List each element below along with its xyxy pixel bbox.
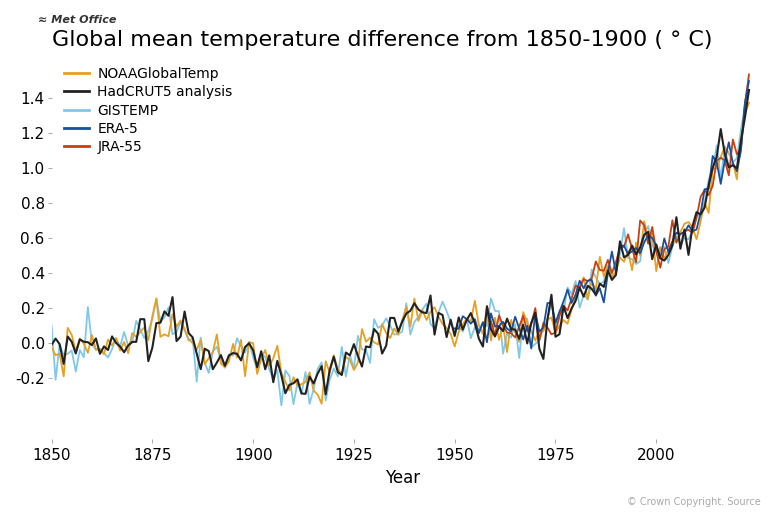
JRA-55	[744, 71, 753, 77]
Legend: NOAAGlobalTemp, HadCRUT5 analysis, GISTEMP, ERA-5, JRA-55: NOAAGlobalTemp, HadCRUT5 analysis, GISTE…	[58, 61, 238, 159]
NOAAGlobalTemp	[317, 400, 326, 407]
JRA-55	[507, 330, 516, 336]
Text: ≈ Met Office: ≈ Met Office	[38, 15, 117, 26]
HadCRUT5 analysis	[321, 391, 330, 397]
NOAAGlobalTemp	[55, 351, 65, 357]
HadCRUT5 analysis	[75, 336, 84, 343]
NOAAGlobalTemp	[744, 100, 753, 106]
GISTEMP	[55, 341, 65, 347]
NOAAGlobalTemp	[511, 329, 520, 335]
GISTEMP	[511, 321, 520, 327]
ERA-5	[507, 329, 516, 335]
HadCRUT5 analysis	[567, 305, 576, 311]
HadCRUT5 analysis	[55, 341, 65, 347]
NOAAGlobalTemp	[75, 335, 84, 342]
NOAAGlobalTemp	[47, 345, 56, 351]
GISTEMP	[744, 88, 753, 94]
HadCRUT5 analysis	[744, 87, 753, 93]
GISTEMP	[276, 402, 286, 409]
HadCRUT5 analysis	[47, 342, 56, 348]
Text: Global mean temperature difference from 1850-1900 ( ° C): Global mean temperature difference from …	[51, 30, 712, 50]
Line: JRA-55: JRA-55	[487, 74, 749, 340]
Text: © Crown Copyright. Source: © Crown Copyright. Source	[627, 497, 760, 507]
GISTEMP	[47, 323, 56, 329]
ERA-5	[563, 287, 572, 293]
NOAAGlobalTemp	[426, 309, 435, 315]
GISTEMP	[75, 347, 84, 353]
ERA-5	[744, 78, 753, 84]
GISTEMP	[567, 291, 576, 297]
NOAAGlobalTemp	[567, 307, 576, 313]
Line: GISTEMP: GISTEMP	[51, 91, 749, 406]
JRA-55	[563, 307, 572, 313]
HadCRUT5 analysis	[511, 327, 520, 333]
GISTEMP	[426, 321, 435, 327]
GISTEMP	[120, 329, 129, 335]
NOAAGlobalTemp	[120, 339, 129, 345]
Line: ERA-5: ERA-5	[455, 81, 749, 349]
HadCRUT5 analysis	[426, 292, 435, 298]
HadCRUT5 analysis	[120, 349, 129, 355]
X-axis label: Year: Year	[385, 469, 420, 487]
Line: NOAAGlobalTemp: NOAAGlobalTemp	[51, 103, 749, 403]
Line: HadCRUT5 analysis: HadCRUT5 analysis	[51, 90, 749, 394]
